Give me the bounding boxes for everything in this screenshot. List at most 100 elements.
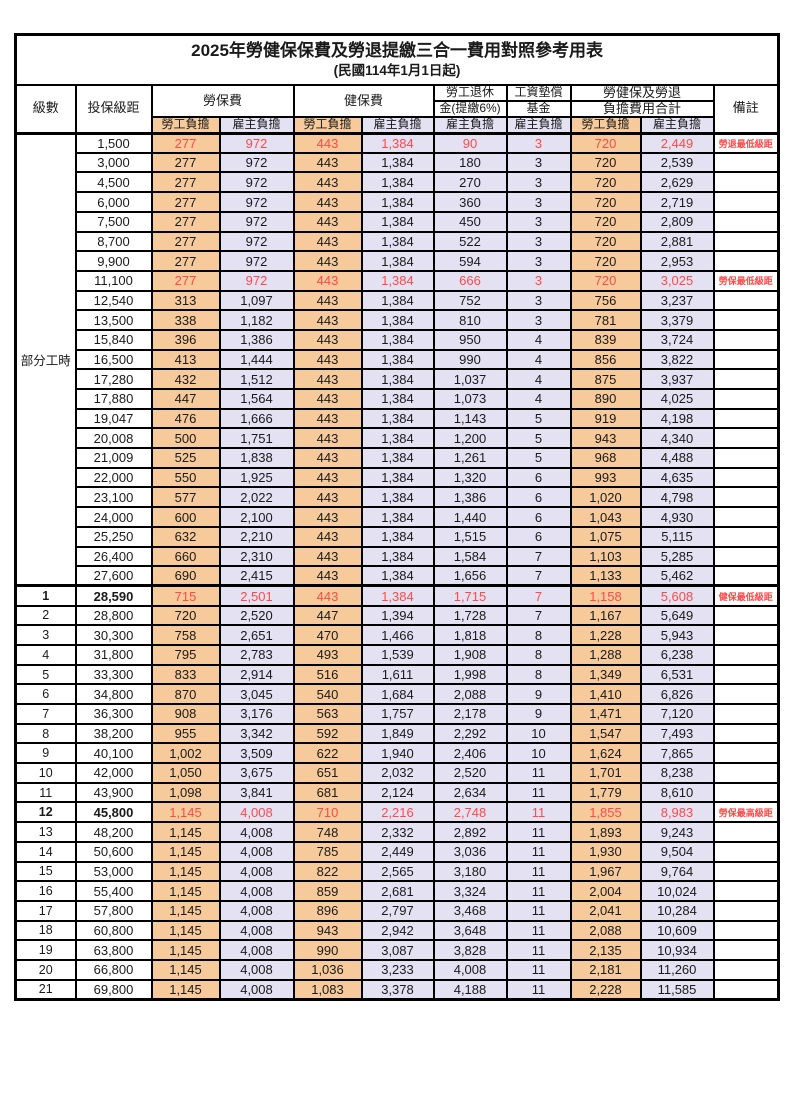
header-health-insurance: 健保費 [292, 83, 435, 119]
salary-cell: 24,000 [74, 506, 153, 528]
labor-employee-cell: 577 [150, 486, 221, 509]
labor-employee-cell: 277 [150, 230, 221, 253]
labor-employer-cell: 2,022 [218, 486, 295, 509]
salary-cell: 11,100 [74, 269, 153, 292]
salary-cell: 53,000 [74, 860, 153, 883]
table-row: 13,500 338 1,182 443 1,384 810 3 781 3,379 [16, 309, 780, 331]
labor-employee-cell: 908 [150, 703, 221, 725]
wage-fund-employer-cell: 6 [505, 466, 572, 489]
pension-employer-cell: 2,634 [432, 781, 508, 804]
remark-cell [712, 880, 780, 902]
pension-employer-cell: 3,468 [432, 899, 508, 922]
labor-employer-cell: 1,512 [218, 368, 295, 391]
pension-employer-cell: 270 [432, 171, 508, 194]
labor-employer-cell: 4,008 [218, 958, 295, 981]
labor-employee-cell: 833 [150, 663, 221, 686]
total-employer-cell: 2,953 [639, 250, 715, 272]
remark-cell [712, 565, 780, 587]
pension-employer-cell: 666 [432, 269, 508, 292]
total-employer-cell: 10,024 [639, 880, 715, 902]
health-employer-cell: 1,384 [360, 191, 435, 213]
health-employee-cell: 1,083 [292, 978, 363, 1001]
health-employee-cell: 443 [292, 565, 363, 587]
table-row: 6,000 277 972 443 1,384 360 3 720 2,719 [16, 191, 780, 213]
pension-employer-cell: 990 [432, 348, 508, 371]
pension-employer-cell: 360 [432, 191, 508, 213]
total-employer-cell: 10,609 [639, 919, 715, 942]
header-salary: 投保級距 [74, 83, 153, 135]
salary-cell: 4,500 [74, 171, 153, 194]
total-employee-cell: 720 [569, 151, 642, 174]
health-employer-cell: 1,384 [360, 309, 435, 331]
health-employee-cell: 443 [292, 427, 363, 450]
total-employee-cell: 1,779 [569, 781, 642, 804]
health-employee-cell: 443 [292, 309, 363, 331]
header-wage-fund-line1: 工資墊償 [505, 83, 572, 102]
table-row: 20 66,800 1,145 4,008 1,036 3,233 4,008 11 2,181… [14, 958, 780, 981]
pension-employer-cell: 1,908 [432, 643, 508, 666]
wage-fund-employer-cell: 3 [505, 132, 572, 154]
wage-fund-employer-cell: 11 [505, 919, 572, 942]
labor-employee-cell: 955 [150, 722, 221, 745]
remark-cell [712, 427, 780, 450]
pension-employer-cell: 3,828 [432, 939, 508, 961]
remark-cell [712, 348, 780, 371]
remark-cell [712, 466, 780, 489]
total-employer-cell: 5,649 [639, 604, 715, 627]
pension-employer-cell: 1,515 [432, 525, 508, 548]
health-employee-cell: 1,036 [292, 958, 363, 981]
labor-employee-cell: 1,145 [150, 860, 221, 883]
total-employee-cell: 1,624 [569, 742, 642, 765]
pension-employer-cell: 2,292 [432, 722, 508, 745]
salary-cell: 22,000 [74, 466, 153, 489]
salary-cell: 6,000 [74, 191, 153, 213]
pension-employer-cell: 1,728 [432, 604, 508, 627]
total-employee-cell: 968 [569, 447, 642, 469]
table-row: 13 48,200 1,145 4,008 748 2,332 2,892 11 1,893 9,… [14, 821, 780, 843]
total-employer-cell: 10,284 [639, 899, 715, 922]
labor-employee-cell: 715 [150, 584, 221, 607]
labor-employer-cell: 972 [218, 171, 295, 194]
labor-employer-cell: 3,342 [218, 722, 295, 745]
labor-employee-cell: 1,145 [150, 978, 221, 1001]
labor-employer-cell: 972 [218, 191, 295, 213]
table-row: 25,250 632 2,210 443 1,384 1,515 6 1,075 5,115 [16, 525, 780, 548]
wage-fund-employer-cell: 5 [505, 407, 572, 430]
table-row: 11,100 277 972 443 1,384 666 3 720 3,025 勞保最低級距 [16, 269, 780, 292]
salary-cell: 30,300 [74, 624, 153, 646]
labor-employer-cell: 1,666 [218, 407, 295, 430]
pension-employer-cell: 1,320 [432, 466, 508, 489]
total-employee-cell: 720 [569, 250, 642, 272]
subheader-wage-fund-employer: 雇主負擔 [505, 116, 572, 135]
total-employer-cell: 4,488 [639, 447, 715, 469]
health-employer-cell: 1,384 [360, 230, 435, 253]
health-employee-cell: 943 [292, 919, 363, 942]
total-employer-cell: 6,826 [639, 683, 715, 706]
wage-fund-employer-cell: 4 [505, 388, 572, 410]
wage-fund-employer-cell: 7 [505, 545, 572, 568]
health-employer-cell: 2,216 [360, 801, 435, 824]
total-employee-cell: 2,004 [569, 880, 642, 902]
health-employee-cell: 785 [292, 840, 363, 863]
labor-employer-cell: 3,509 [218, 742, 295, 765]
labor-employer-cell: 2,914 [218, 663, 295, 686]
salary-cell: 25,250 [74, 525, 153, 548]
pension-employer-cell: 2,520 [432, 762, 508, 784]
labor-employer-cell: 4,008 [218, 899, 295, 922]
labor-employer-cell: 1,444 [218, 348, 295, 371]
labor-employer-cell: 2,310 [218, 545, 295, 568]
table-row: 3,000 277 972 443 1,384 180 3 720 2,539 [16, 151, 780, 174]
table-row: 14 50,600 1,145 4,008 785 2,449 3,036 11 1,930 9,… [14, 840, 780, 863]
health-employee-cell: 443 [292, 348, 363, 371]
salary-cell: 23,100 [74, 486, 153, 509]
table-row: 7,500 277 972 443 1,384 450 3 720 2,809 [16, 210, 780, 233]
remark-cell: 勞保最低級距 [712, 269, 780, 292]
health-employee-cell: 443 [292, 289, 363, 312]
salary-cell: 13,500 [74, 309, 153, 331]
labor-employee-cell: 396 [150, 328, 221, 351]
table-row: 4 31,800 795 2,783 493 1,539 1,908 8 1,288 6,238 [14, 643, 780, 666]
header-total-line1: 勞健保及勞退 [569, 83, 715, 102]
total-employee-cell: 839 [569, 328, 642, 351]
total-employee-cell: 1,893 [569, 821, 642, 843]
remark-cell [712, 899, 780, 922]
